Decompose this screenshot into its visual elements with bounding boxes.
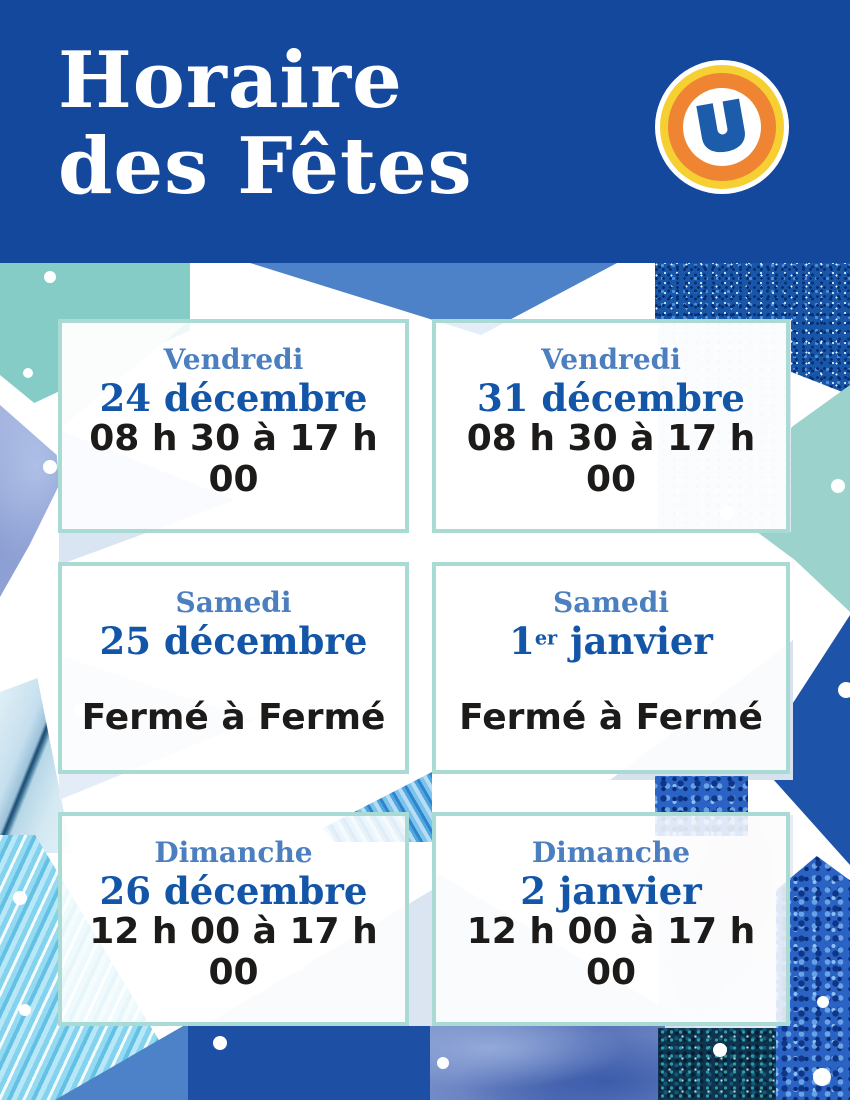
card-hours: Fermé à Fermé [459,697,763,738]
card-hours: 08 h 30 à 17 h 00 [89,418,378,501]
decor-dot [813,1068,831,1086]
brand-u-icon [696,98,745,153]
logo-disc: U [683,88,761,166]
card-date-tail: janvier [557,618,713,663]
logo-orange-ring: U [668,73,776,181]
decor-dot [817,996,829,1008]
brand-logo: U [655,60,789,194]
navy-rectangle-shape [188,1026,432,1100]
card-date: 25 décembre [99,618,368,663]
card-date-main: 24 décembre [99,375,368,420]
card-date-main: 25 décembre [99,618,368,663]
card-day-label: Vendredi [163,343,304,376]
schedule-card-jan2: Dimanche 2 janvier 12 h 00 à 17 h 00 [432,812,790,1026]
schedule-card-dec24: Vendredi 24 décembre 08 h 30 à 17 h 00 [58,319,409,533]
decor-dot [43,460,57,474]
schedule-card-dec25: Samedi 25 décembre Fermé à Fermé [58,562,409,774]
schedule-card-jan1: Samedi 1er janvier Fermé à Fermé [432,562,790,774]
card-date-main: 31 décembre [477,375,745,420]
decor-dot [713,1043,727,1057]
card-hours: 08 h 30 à 17 h 00 [466,418,756,501]
page-title: Horaire des Fêtes [58,38,473,210]
card-date: 26 décembre [99,868,368,913]
card-day-label: Vendredi [541,343,681,376]
logo-yellow-ring: U [660,65,784,189]
decor-dot [23,368,33,378]
decor-dot [831,479,845,493]
card-hours: 12 h 00 à 17 h 00 [466,911,756,994]
card-day-label: Dimanche [154,836,313,869]
card-date: 31 décembre [477,375,745,420]
decor-dot [437,1057,449,1069]
card-date: 1er janvier [509,618,713,663]
decor-dot [19,1004,31,1016]
card-date: 24 décembre [99,375,368,420]
card-day-label: Samedi [552,586,670,619]
page-title-line1: Horaire [58,35,403,126]
card-date-main: 1 [509,618,535,663]
card-date-main: 2 janvier [520,868,702,913]
schedule-card-dec31: Vendredi 31 décembre 08 h 30 à 17 h 00 [432,319,790,533]
card-day-label: Dimanche [531,836,691,869]
watercolor-texture [430,1026,665,1100]
card-hours: 12 h 00 à 17 h 00 [89,911,378,994]
card-date-sup: er [534,626,558,650]
schedule-card-dec26: Dimanche 26 décembre 12 h 00 à 17 h 00 [58,812,409,1026]
card-day-label: Samedi [175,586,292,619]
decor-dot [838,682,850,698]
page-title-line2: des Fêtes [58,121,473,212]
card-hours: Fermé à Fermé [81,697,386,738]
card-date: 2 janvier [520,868,702,913]
decor-dot [13,891,27,905]
decor-dot [44,271,56,283]
decor-dot [213,1036,227,1050]
card-date-main: 26 décembre [99,868,368,913]
